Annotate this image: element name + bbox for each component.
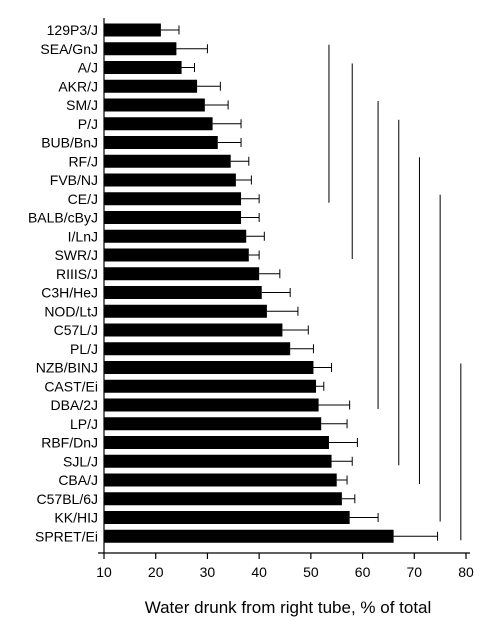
- bar: [104, 136, 218, 149]
- category-label: FVB/NJ: [50, 172, 98, 188]
- category-label: BUB/BnJ: [41, 135, 98, 151]
- category-label: I/LnJ: [68, 228, 98, 244]
- category-label: CAST/Ei: [44, 378, 98, 394]
- category-label: 129P3/J: [47, 22, 98, 38]
- bar: [104, 492, 342, 506]
- category-labels: 129P3/J SEA/GnJ A/J AKR/J SM/J P/J BUB/BnJ RF/J…: [28, 22, 98, 544]
- x-tick-label: 80: [458, 564, 474, 580]
- error-bars-group: [160, 25, 439, 541]
- x-tick-label: 30: [200, 564, 216, 580]
- bar: [104, 473, 337, 487]
- x-tick-label: 10: [96, 564, 112, 580]
- x-tick-label: 20: [148, 564, 164, 580]
- category-label: CE/J: [68, 191, 98, 207]
- category-label: RIIIS/J: [56, 266, 98, 282]
- category-label: SM/J: [66, 97, 98, 113]
- category-label: CBA/J: [58, 472, 98, 488]
- x-axis-title: Water drunk from right tube, % of total: [145, 598, 432, 617]
- bar: [104, 192, 242, 206]
- bar: [104, 23, 161, 37]
- bar: [104, 267, 260, 281]
- bar: [104, 61, 182, 74]
- category-label: P/J: [78, 116, 98, 132]
- x-tick-label: 50: [303, 564, 319, 580]
- bar: [104, 323, 283, 337]
- bar: [104, 173, 236, 187]
- bar: [104, 229, 247, 243]
- bar: [104, 79, 198, 93]
- bar: [104, 342, 291, 356]
- category-label: C57BL/6J: [37, 491, 98, 507]
- category-label: NOD/LtJ: [44, 303, 98, 319]
- category-label: NZB/BINJ: [36, 360, 98, 376]
- category-label: BALB/cByJ: [28, 210, 98, 226]
- bar: [104, 98, 205, 112]
- bar: [104, 511, 350, 524]
- category-label: A/J: [78, 60, 98, 76]
- x-tick-label: 60: [355, 564, 371, 580]
- category-label: RBF/DnJ: [41, 435, 98, 451]
- category-label: C3H/HeJ: [41, 285, 98, 301]
- category-label: DBA/2J: [51, 397, 98, 413]
- x-tick-label: 70: [406, 564, 422, 580]
- category-label: C57L/J: [54, 322, 98, 338]
- category-label: SJL/J: [63, 453, 98, 469]
- bar: [104, 154, 231, 168]
- bar: [104, 211, 242, 224]
- category-label: RF/J: [68, 153, 98, 169]
- category-label: SEA/GnJ: [40, 41, 98, 57]
- bar: [104, 304, 267, 318]
- bar: [104, 117, 213, 131]
- x-axis-ticks: 10 20 30 40 50 60 70 80: [96, 553, 474, 580]
- bar: [104, 361, 314, 374]
- bar: [104, 529, 394, 543]
- bar: [104, 398, 319, 412]
- category-label: SPRET/Ei: [35, 528, 98, 544]
- category-label: SWR/J: [54, 247, 98, 263]
- bar: [104, 379, 317, 393]
- category-label: KK/HIJ: [54, 510, 98, 526]
- bar: [104, 436, 329, 449]
- bar: [104, 248, 249, 262]
- x-tick-label: 40: [251, 564, 267, 580]
- category-label: PL/J: [70, 341, 98, 357]
- significance-lines: [328, 44, 462, 541]
- bars-group: [104, 23, 394, 543]
- bar: [104, 417, 322, 431]
- bar: [104, 454, 332, 468]
- category-label: AKR/J: [58, 78, 98, 94]
- bar: [104, 42, 177, 56]
- category-label: LP/J: [70, 416, 98, 432]
- bar: [104, 286, 262, 299]
